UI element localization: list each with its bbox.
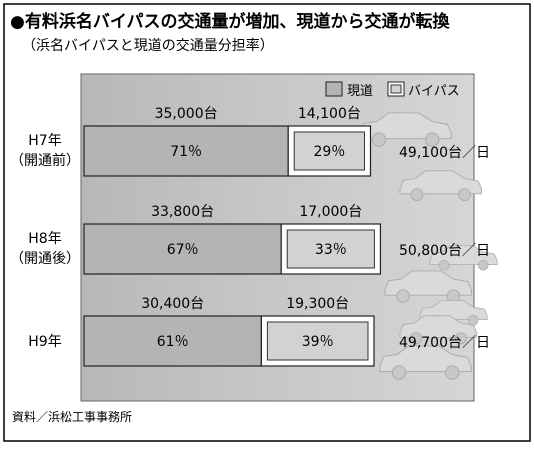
legend-swatch-bypass-inner — [390, 84, 402, 94]
car-wheel — [425, 132, 440, 147]
value-label-bypass: 14,100台 — [298, 106, 361, 122]
bar-genro — [83, 125, 289, 177]
car-silhouettes — [359, 112, 498, 380]
car-wheel — [467, 315, 479, 326]
car-wheel — [396, 289, 410, 303]
total-label: 49,700台／日 — [399, 335, 490, 351]
legend-label-bypass: バイパス — [408, 84, 460, 99]
car-wheel — [445, 365, 460, 380]
share-label-genro: 61％ — [157, 334, 189, 350]
value-label-bypass: 19,300台 — [286, 296, 349, 312]
category-label: H9年 — [28, 334, 61, 350]
value-label-genro: 33,800台 — [151, 204, 214, 220]
share-label-bypass: 39％ — [302, 334, 334, 350]
total-label: 50,800台／日 — [399, 243, 490, 259]
car-wheel — [438, 260, 450, 271]
car-icon — [384, 270, 472, 303]
car-body — [399, 315, 478, 338]
value-label-genro: 30,400台 — [141, 296, 204, 312]
car-icon — [359, 112, 452, 147]
car-icon — [399, 170, 483, 202]
car-wheel — [371, 132, 387, 147]
bar-genro — [83, 223, 282, 275]
share-label-genro: 71％ — [170, 144, 202, 160]
car-body — [399, 170, 483, 195]
car-wheel — [410, 188, 424, 202]
car-icon — [379, 345, 472, 380]
value-label-genro: 35,000台 — [155, 106, 218, 122]
share-label-bypass: 29％ — [313, 144, 345, 160]
bar-bypass-inner — [286, 229, 375, 269]
share-label-genro: 67％ — [167, 242, 199, 258]
category-sublabel: （開通前） — [10, 152, 80, 169]
share-label-bypass: 33％ — [315, 242, 347, 258]
car-body — [419, 300, 488, 320]
category-sublabel: （開通後） — [10, 251, 80, 267]
source-note: 資料／浜松工事事務所 — [12, 410, 132, 424]
chart-subtitle: （浜名バイパスと現道の交通量分担率） — [22, 37, 274, 54]
car-wheel — [477, 260, 489, 271]
car-body — [384, 270, 472, 296]
chart-title: ●有料浜名バイパスの交通量が増加、現道から交通が転換 — [10, 11, 450, 32]
bar-bypass-inner — [266, 321, 369, 361]
car-body — [429, 245, 498, 265]
car-wheel — [458, 188, 471, 202]
legend-label-genro: 現道 — [347, 84, 373, 99]
bar-bypass-inner — [293, 131, 365, 171]
category-label: H7年 — [28, 133, 61, 149]
total-label: 49,100台／日 — [399, 145, 490, 161]
car-wheel — [410, 332, 423, 345]
car-body — [379, 345, 472, 373]
car-body — [359, 112, 452, 140]
value-label-bypass: 17,000台 — [299, 204, 362, 220]
car-icon — [399, 315, 478, 345]
car-wheel — [391, 365, 407, 380]
car-wheel — [454, 332, 467, 345]
legend: 現道 バイパス — [325, 81, 460, 99]
bars-layer: H7年 （開通前） 71％ 35,000台 29％ 14,100台 49,100台／日 H8年… — [10, 106, 490, 367]
car-icon — [429, 245, 498, 271]
category-label: H8年 — [28, 231, 61, 247]
legend-swatch-genro — [325, 81, 343, 97]
